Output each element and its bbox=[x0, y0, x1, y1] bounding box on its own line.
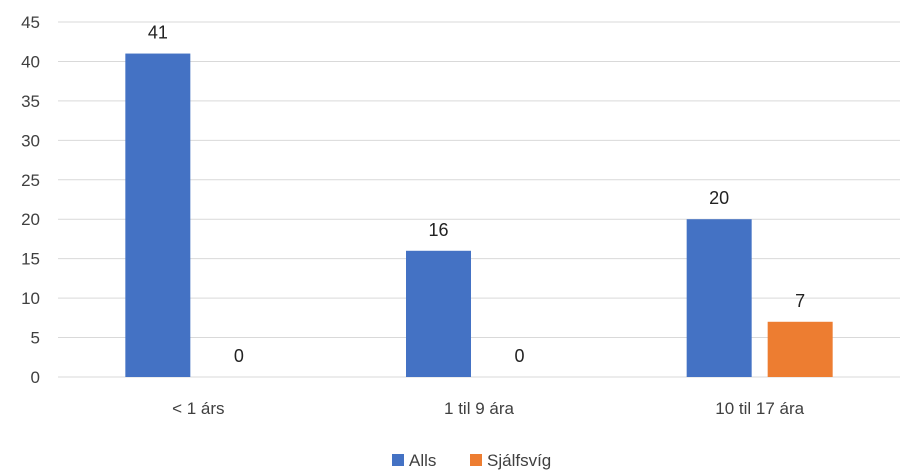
gridlines bbox=[58, 21, 900, 378]
y-tick-label: 25 bbox=[21, 171, 40, 190]
y-tick-label: 30 bbox=[21, 131, 40, 150]
y-tick-label: 5 bbox=[31, 329, 40, 348]
data-labels: 41 0 16 0 20 7 bbox=[148, 23, 805, 366]
x-tick-label: < 1 árs bbox=[172, 399, 224, 418]
legend-swatch bbox=[392, 454, 404, 466]
data-label: 16 bbox=[428, 220, 448, 240]
y-tick-label: 15 bbox=[21, 250, 40, 269]
data-label: 7 bbox=[795, 291, 805, 311]
legend: Alls Sjálfsvíg bbox=[392, 451, 551, 470]
bar-alls bbox=[686, 219, 752, 377]
bar-alls bbox=[406, 250, 471, 377]
y-tick-label: 35 bbox=[21, 92, 40, 111]
x-tick-label: 1 til 9 ára bbox=[444, 399, 514, 418]
y-tick-label: 40 bbox=[21, 52, 40, 71]
y-axis-tick-labels: 0 5 10 15 20 25 30 35 40 45 bbox=[21, 13, 40, 387]
data-label: 0 bbox=[234, 346, 244, 366]
data-label: 20 bbox=[709, 188, 729, 208]
legend-label: Sjálfsvíg bbox=[487, 451, 551, 470]
legend-label: Alls bbox=[409, 451, 436, 470]
legend-swatch bbox=[470, 454, 482, 466]
y-tick-label: 0 bbox=[31, 368, 40, 387]
y-tick-label: 10 bbox=[21, 289, 40, 308]
data-label: 0 bbox=[514, 346, 524, 366]
y-tick-label: 45 bbox=[21, 13, 40, 32]
y-tick-label: 20 bbox=[21, 210, 40, 229]
bar-sjalfsvig bbox=[767, 321, 833, 377]
data-label: 41 bbox=[148, 23, 168, 43]
x-axis-tick-labels: < 1 árs 1 til 9 ára 10 til 17 ára bbox=[172, 399, 805, 418]
bars bbox=[125, 53, 833, 378]
bar-alls bbox=[125, 53, 191, 378]
x-tick-label: 10 til 17 ára bbox=[715, 399, 804, 418]
